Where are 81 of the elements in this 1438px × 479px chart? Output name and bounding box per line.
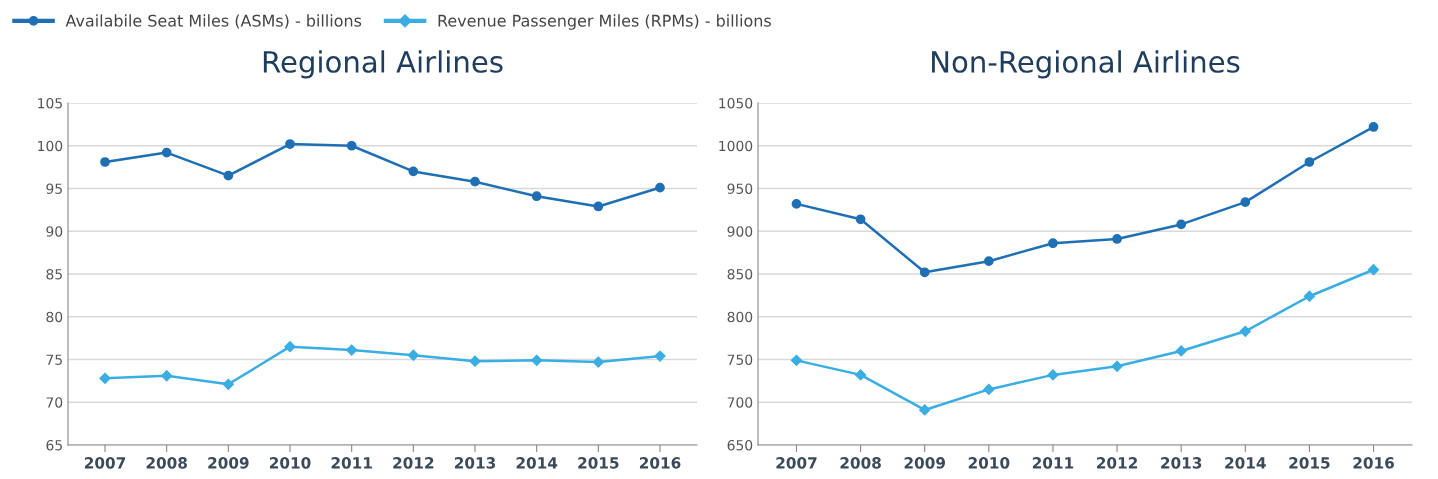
point [284, 341, 296, 353]
x-tick-label: 2010 [269, 457, 311, 469]
legend-label: Revenue Passenger Miles (RPMs) - billions [438, 14, 771, 30]
y-tick-label: 95 [46, 183, 62, 194]
x-tick-label: 2009 [904, 457, 945, 469]
point [919, 267, 930, 278]
y-tick-label: 700 [727, 397, 753, 408]
y-tick-label: 650 [727, 439, 753, 451]
point [1239, 325, 1251, 337]
x-tick-label: 2010 [968, 457, 1010, 469]
point [346, 344, 358, 356]
point [655, 182, 665, 193]
point [1176, 219, 1187, 230]
point [854, 369, 867, 381]
point [285, 139, 295, 149]
x-tick-label: 2014 [516, 457, 558, 469]
point [1048, 238, 1058, 249]
x-tick-label: 2009 [208, 457, 249, 469]
legend-label: Availabile Seat Miles (ASMs) - billions [65, 14, 362, 29]
point [919, 404, 931, 416]
y-tick-label: 80 [46, 311, 63, 323]
y-tick-label: 85 [46, 268, 62, 280]
y-tick-label: 800 [727, 311, 753, 323]
x-tick-label: 2016 [1353, 457, 1394, 469]
y-tick-label: 750 [727, 354, 753, 365]
x-tick-label: 2013 [454, 457, 496, 469]
y-tick-label: 75 [46, 354, 62, 365]
x-tick-label: 2011 [331, 457, 372, 469]
x-tick-label: 2014 [1225, 457, 1266, 469]
point [593, 201, 604, 212]
chart-title: Regional Airlines [263, 50, 503, 79]
point [1175, 345, 1187, 357]
x-tick-label: 2015 [578, 457, 619, 469]
point [1304, 157, 1315, 167]
x-tick-label: 2016 [639, 457, 681, 469]
y-tick-label: 105 [38, 97, 62, 109]
x-tick-label: 2007 [776, 457, 817, 469]
chart-title: Non-Regional Airlines [932, 50, 1240, 79]
y-tick-label: 65 [46, 439, 62, 451]
point [222, 378, 234, 390]
y-tick-label: 90 [46, 226, 63, 237]
point [161, 147, 172, 158]
point [983, 256, 994, 267]
y-tick-label: 100 [38, 140, 63, 152]
point [223, 170, 234, 181]
point [531, 191, 542, 202]
point [346, 140, 357, 151]
point [1112, 234, 1122, 244]
point [100, 157, 110, 167]
point [1111, 360, 1123, 372]
x-tick-label: 2012 [393, 457, 434, 469]
x-tick-label: 2008 [840, 457, 881, 469]
y-tick-label: 1050 [719, 97, 753, 109]
point [408, 166, 419, 177]
point [161, 370, 173, 382]
x-tick-label: 2008 [146, 457, 187, 469]
point [469, 355, 481, 367]
point [470, 176, 480, 187]
y-tick-label: 900 [727, 226, 753, 237]
point [791, 199, 802, 209]
point [1368, 122, 1379, 132]
point [592, 356, 604, 368]
y-tick-label: 850 [727, 268, 753, 280]
point [99, 372, 111, 384]
point [790, 354, 803, 366]
point [1303, 290, 1316, 302]
point [855, 214, 866, 225]
point [983, 383, 995, 396]
point [531, 354, 543, 366]
point [1367, 264, 1380, 276]
y-tick-label: 70 [46, 397, 63, 408]
y-tick-label: 1000 [719, 140, 753, 152]
x-tick-label: 2013 [1161, 457, 1202, 469]
x-tick-label: 2015 [1289, 457, 1330, 469]
y-tick-label: 950 [727, 183, 753, 194]
x-tick-label: 2012 [1097, 457, 1137, 469]
x-tick-label: 2011 [1032, 457, 1074, 469]
point [407, 349, 419, 361]
x-tick-label: 2007 [84, 457, 126, 469]
point [1047, 369, 1059, 381]
point [1240, 197, 1251, 208]
